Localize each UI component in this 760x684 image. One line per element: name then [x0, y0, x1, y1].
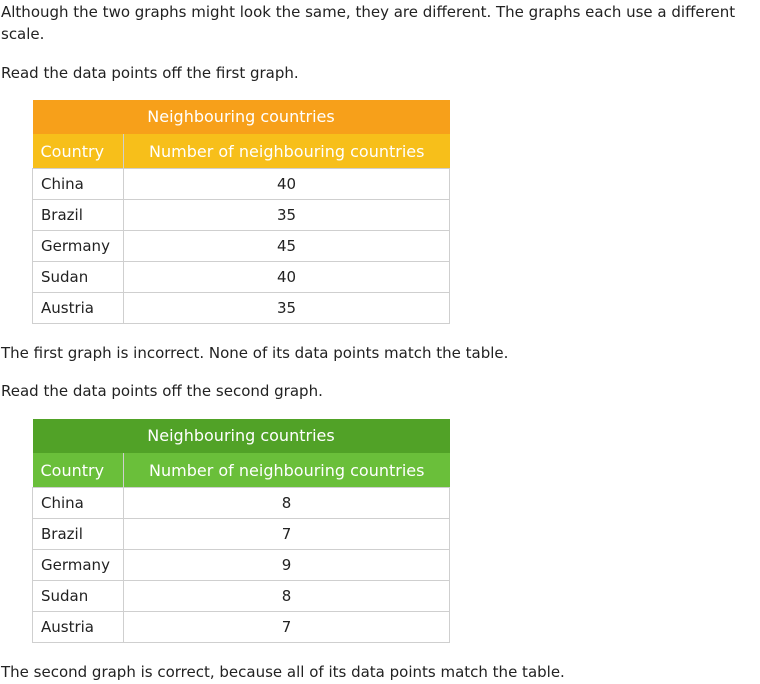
- table-title-row: Neighbouring countries: [32, 99, 450, 134]
- value-cell: 8: [123, 487, 450, 519]
- country-cell: China: [32, 168, 124, 200]
- country-cell: Brazil: [32, 518, 124, 550]
- table-row: Germany 45: [32, 230, 450, 262]
- country-cell: Germany: [32, 549, 124, 581]
- table-row: Brazil 7: [32, 518, 450, 550]
- value-cell: 7: [123, 518, 450, 550]
- table-row: Brazil 35: [32, 199, 450, 231]
- value-cell: 45: [123, 230, 450, 262]
- country-cell: Austria: [32, 611, 124, 643]
- table-row: China 8: [32, 487, 450, 519]
- column-header-count: Number of neighbouring countries: [123, 133, 450, 169]
- table-title-row: Neighbouring countries: [32, 418, 450, 453]
- value-cell: 40: [123, 261, 450, 293]
- column-header-count: Number of neighbouring countries: [123, 452, 450, 488]
- table-row: Sudan 40: [32, 261, 450, 293]
- second-result-paragraph: The second graph is correct, because all…: [1, 663, 565, 681]
- value-cell: 7: [123, 611, 450, 643]
- country-cell: Germany: [32, 230, 124, 262]
- column-header-country: Country: [32, 133, 124, 169]
- table-row: Austria 7: [32, 611, 450, 643]
- value-cell: 9: [123, 549, 450, 581]
- first-graph-table: Neighbouring countries Country Number of…: [32, 99, 450, 324]
- country-cell: China: [32, 487, 124, 519]
- table-row: Austria 35: [32, 292, 450, 324]
- table-row: China 40: [32, 168, 450, 200]
- country-cell: Austria: [32, 292, 124, 324]
- intro-paragraph: Although the two graphs might look the s…: [1, 3, 736, 43]
- read-first-graph-paragraph: Read the data points off the first graph…: [1, 64, 299, 82]
- value-cell: 35: [123, 292, 450, 324]
- read-second-graph-paragraph: Read the data points off the second grap…: [1, 382, 323, 400]
- table-header-row: Country Number of neighbouring countries: [32, 133, 450, 169]
- country-cell: Brazil: [32, 199, 124, 231]
- value-cell: 40: [123, 168, 450, 200]
- table-row: Germany 9: [32, 549, 450, 581]
- second-graph-table: Neighbouring countries Country Number of…: [32, 418, 450, 643]
- table-title: Neighbouring countries: [32, 418, 450, 453]
- value-cell: 35: [123, 199, 450, 231]
- table-header-row: Country Number of neighbouring countries: [32, 452, 450, 488]
- table-title: Neighbouring countries: [32, 99, 450, 134]
- first-result-paragraph: The first graph is incorrect. None of it…: [1, 344, 509, 362]
- country-cell: Sudan: [32, 261, 124, 293]
- value-cell: 8: [123, 580, 450, 612]
- column-header-country: Country: [32, 452, 124, 488]
- table-row: Sudan 8: [32, 580, 450, 612]
- country-cell: Sudan: [32, 580, 124, 612]
